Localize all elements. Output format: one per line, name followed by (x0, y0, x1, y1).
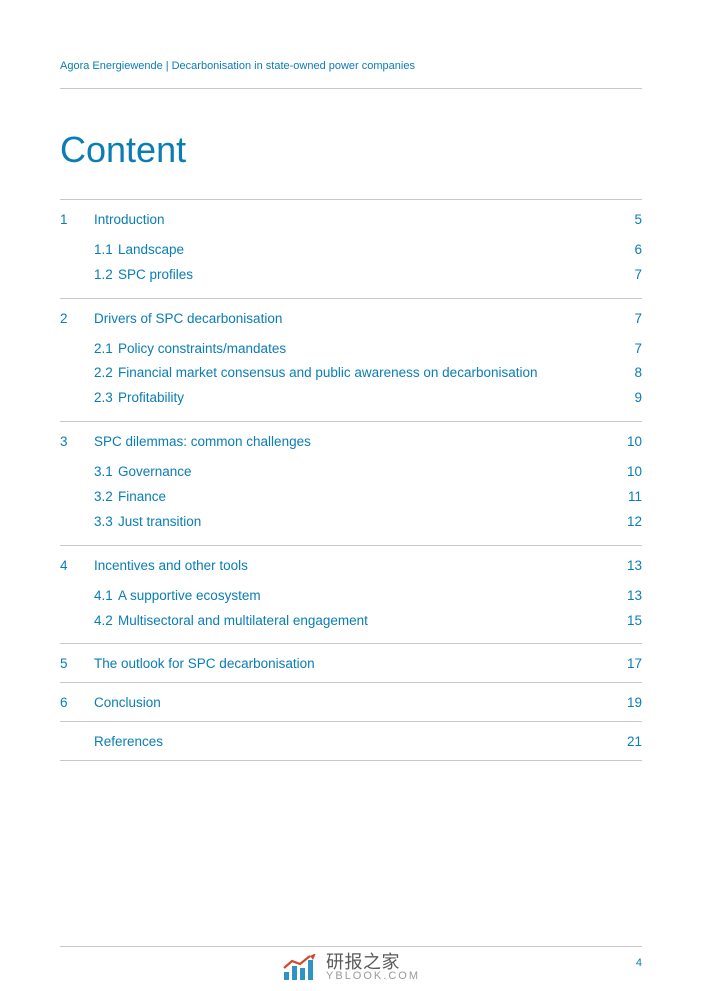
toc-subsection-label: Finance (118, 488, 628, 507)
table-of-contents: 1Introduction51.1Landscape61.2SPC profil… (60, 199, 642, 761)
toc-subsection-page: 8 (634, 364, 642, 383)
header-separator: | (166, 60, 169, 72)
toc-subsection-label: SPC profiles (118, 266, 634, 285)
watermark: 研报之家 YBLOOK.COM (282, 953, 420, 983)
toc-subsection-label: Just transition (118, 513, 627, 532)
watermark-text: 研报之家 YBLOOK.COM (326, 953, 420, 983)
toc-section-page: 5 (634, 211, 642, 230)
toc-subsection[interactable]: 4.2Multisectoral and multilateral engage… (60, 609, 642, 634)
toc-section[interactable]: 4Incentives and other tools13 (60, 546, 642, 584)
toc-section-page: 19 (627, 694, 642, 713)
toc-section-label: Introduction (94, 211, 634, 230)
page-number: 4 (636, 957, 642, 969)
toc-subsection[interactable]: 2.2Financial market consensus and public… (60, 361, 642, 386)
toc-subsection-number: 4.1 (94, 587, 118, 606)
header-rule (60, 88, 642, 89)
toc-section[interactable]: 1Introduction5 (60, 200, 642, 238)
toc-section-number: 6 (60, 694, 94, 713)
toc-section-label: Conclusion (94, 694, 627, 713)
toc-subsection-page: 9 (634, 389, 642, 408)
watermark-url: YBLOOK.COM (326, 971, 420, 983)
toc-subsection-page: 7 (634, 266, 642, 285)
toc-subsection-page: 13 (627, 587, 642, 606)
toc-subsection-page: 11 (628, 488, 642, 507)
toc-subsection[interactable]: 3.2Finance11 (60, 485, 642, 510)
toc-subsection[interactable]: 2.1Policy constraints/mandates7 (60, 337, 642, 362)
toc-subsection-page: 12 (627, 513, 642, 532)
chart-icon (282, 954, 318, 982)
toc-subsection[interactable]: 2.3Profitability9 (60, 386, 642, 411)
header-org: Agora Energiewende (60, 60, 163, 72)
toc-subsection-number: 2.3 (94, 389, 118, 408)
page-title: Content (60, 129, 642, 171)
toc-subsection-label: Multisectoral and multilateral engagemen… (118, 612, 627, 631)
toc-section-page: 17 (627, 655, 642, 674)
toc-section-number: 5 (60, 655, 94, 674)
toc-rule (60, 760, 642, 761)
toc-subsection[interactable]: 3.1Governance10 (60, 460, 642, 485)
toc-subsection-label: Profitability (118, 389, 634, 408)
toc-subsection[interactable]: 1.1Landscape6 (60, 238, 642, 263)
toc-section-page: 21 (627, 733, 642, 752)
toc-subsection-block: 3.1Governance103.2Finance113.3Just trans… (60, 460, 642, 545)
toc-section-label: SPC dilemmas: common challenges (94, 433, 627, 452)
toc-subsection-number: 2.1 (94, 340, 118, 359)
header-title: Decarbonisation in state-owned power com… (172, 60, 415, 72)
toc-section[interactable]: 2Drivers of SPC decarbonisation7 (60, 299, 642, 337)
toc-subsection-number: 2.2 (94, 364, 118, 383)
toc-section[interactable]: 3SPC dilemmas: common challenges10 (60, 422, 642, 460)
toc-section-number: 1 (60, 211, 94, 230)
toc-section[interactable]: 5The outlook for SPC decarbonisation17 (60, 644, 642, 682)
toc-subsection-label: Policy constraints/mandates (118, 340, 634, 359)
toc-subsection-number: 3.2 (94, 488, 118, 507)
toc-subsection[interactable]: 4.1A supportive ecosystem13 (60, 584, 642, 609)
toc-section[interactable]: References21 (60, 722, 642, 760)
toc-subsection-number: 4.2 (94, 612, 118, 631)
toc-section-page: 13 (627, 557, 642, 576)
toc-subsection-label: Governance (118, 463, 627, 482)
toc-subsection-label: Landscape (118, 241, 634, 260)
toc-section-label: Incentives and other tools (94, 557, 627, 576)
toc-section-label: Drivers of SPC decarbonisation (94, 310, 634, 329)
toc-section[interactable]: 6Conclusion19 (60, 683, 642, 721)
toc-subsection-page: 6 (634, 241, 642, 260)
footer-rule (60, 946, 642, 947)
toc-subsection-block: 4.1A supportive ecosystem134.2Multisecto… (60, 584, 642, 644)
toc-section-number: 2 (60, 310, 94, 329)
watermark-title: 研报之家 (326, 953, 420, 972)
toc-section-page: 10 (627, 433, 642, 452)
toc-subsection-block: 1.1Landscape61.2SPC profiles7 (60, 238, 642, 298)
toc-subsection-number: 3.1 (94, 463, 118, 482)
toc-subsection-number: 1.1 (94, 241, 118, 260)
toc-subsection[interactable]: 1.2SPC profiles7 (60, 263, 642, 288)
page-header: Agora Energiewende|Decarbonisation in st… (60, 60, 642, 72)
toc-subsection-label: A supportive ecosystem (118, 587, 627, 606)
toc-subsection-label: Financial market consensus and public aw… (118, 364, 634, 383)
toc-subsection-block: 2.1Policy constraints/mandates72.2Financ… (60, 337, 642, 422)
toc-section-label: References (94, 733, 627, 752)
toc-subsection-page: 15 (627, 612, 642, 631)
toc-section-page: 7 (634, 310, 642, 329)
toc-subsection[interactable]: 3.3Just transition12 (60, 510, 642, 535)
page-footer (60, 946, 642, 947)
toc-section-number: 3 (60, 433, 94, 452)
toc-section-label: The outlook for SPC decarbonisation (94, 655, 627, 674)
toc-subsection-number: 3.3 (94, 513, 118, 532)
toc-subsection-number: 1.2 (94, 266, 118, 285)
toc-section-number: 4 (60, 557, 94, 576)
toc-subsection-page: 7 (634, 340, 642, 359)
toc-subsection-page: 10 (627, 463, 642, 482)
